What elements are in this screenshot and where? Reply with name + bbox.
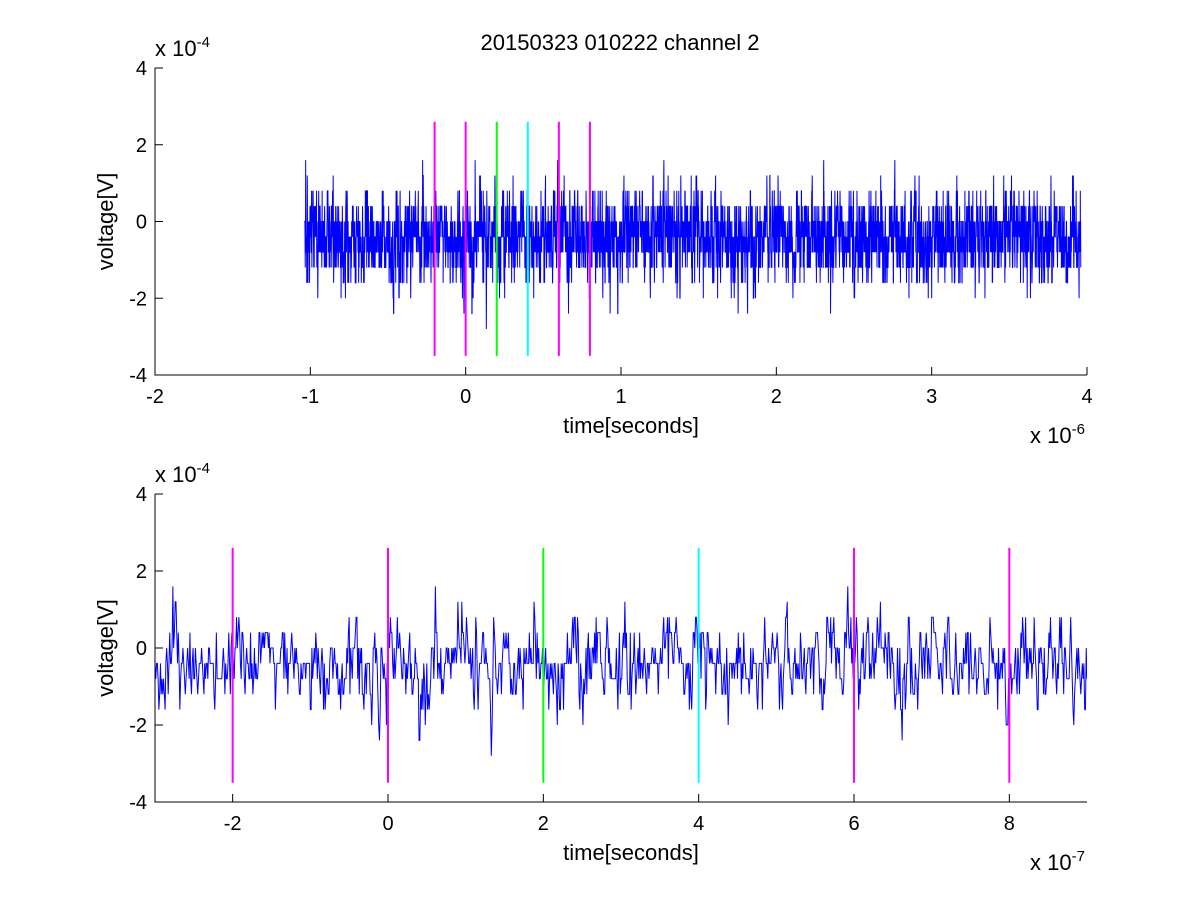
series-line — [304, 160, 1082, 329]
x-tick-label: 2 — [771, 386, 782, 408]
y-axis-label: voltage[V] — [93, 599, 118, 697]
x-tick-label: 4 — [1081, 386, 1092, 408]
x-tick-label: -2 — [224, 813, 242, 835]
y-tick-label: -2 — [129, 288, 147, 310]
y-tick-label: -4 — [129, 365, 147, 387]
y-tick-label: 2 — [136, 561, 147, 583]
x-tick-label: 3 — [926, 386, 937, 408]
figure-title: 20150323 010222 channel 2 — [481, 30, 760, 55]
x-tick-label: -1 — [301, 386, 319, 408]
y-axis-label: voltage[V] — [93, 173, 118, 271]
x-tick-label: 6 — [848, 813, 859, 835]
series-line — [155, 586, 1087, 756]
y-tick-label: 4 — [136, 58, 147, 80]
x-tick-label: 8 — [1004, 813, 1015, 835]
x-tick-label: 2 — [538, 813, 549, 835]
x-axis-label: time[seconds] — [563, 413, 699, 438]
y-tick-label: 0 — [136, 638, 147, 660]
x-tick-label: 0 — [382, 813, 393, 835]
y-tick-label: 4 — [136, 484, 147, 506]
x-tick-label: -2 — [146, 386, 164, 408]
y-tick-label: 2 — [136, 135, 147, 157]
x-tick-label: 1 — [615, 386, 626, 408]
y-tick-label: 0 — [136, 212, 147, 234]
x-axis-label: time[seconds] — [563, 840, 699, 865]
chart-panel-top: -2 -1 0 1 2 3 4-4-2024time[seconds]voltage[V]x… — [93, 34, 1093, 448]
x-tick-label: 0 — [460, 386, 471, 408]
y-tick-label: -2 — [129, 715, 147, 737]
x-tick-label: 4 — [693, 813, 704, 835]
y-tick-label: -4 — [129, 792, 147, 814]
